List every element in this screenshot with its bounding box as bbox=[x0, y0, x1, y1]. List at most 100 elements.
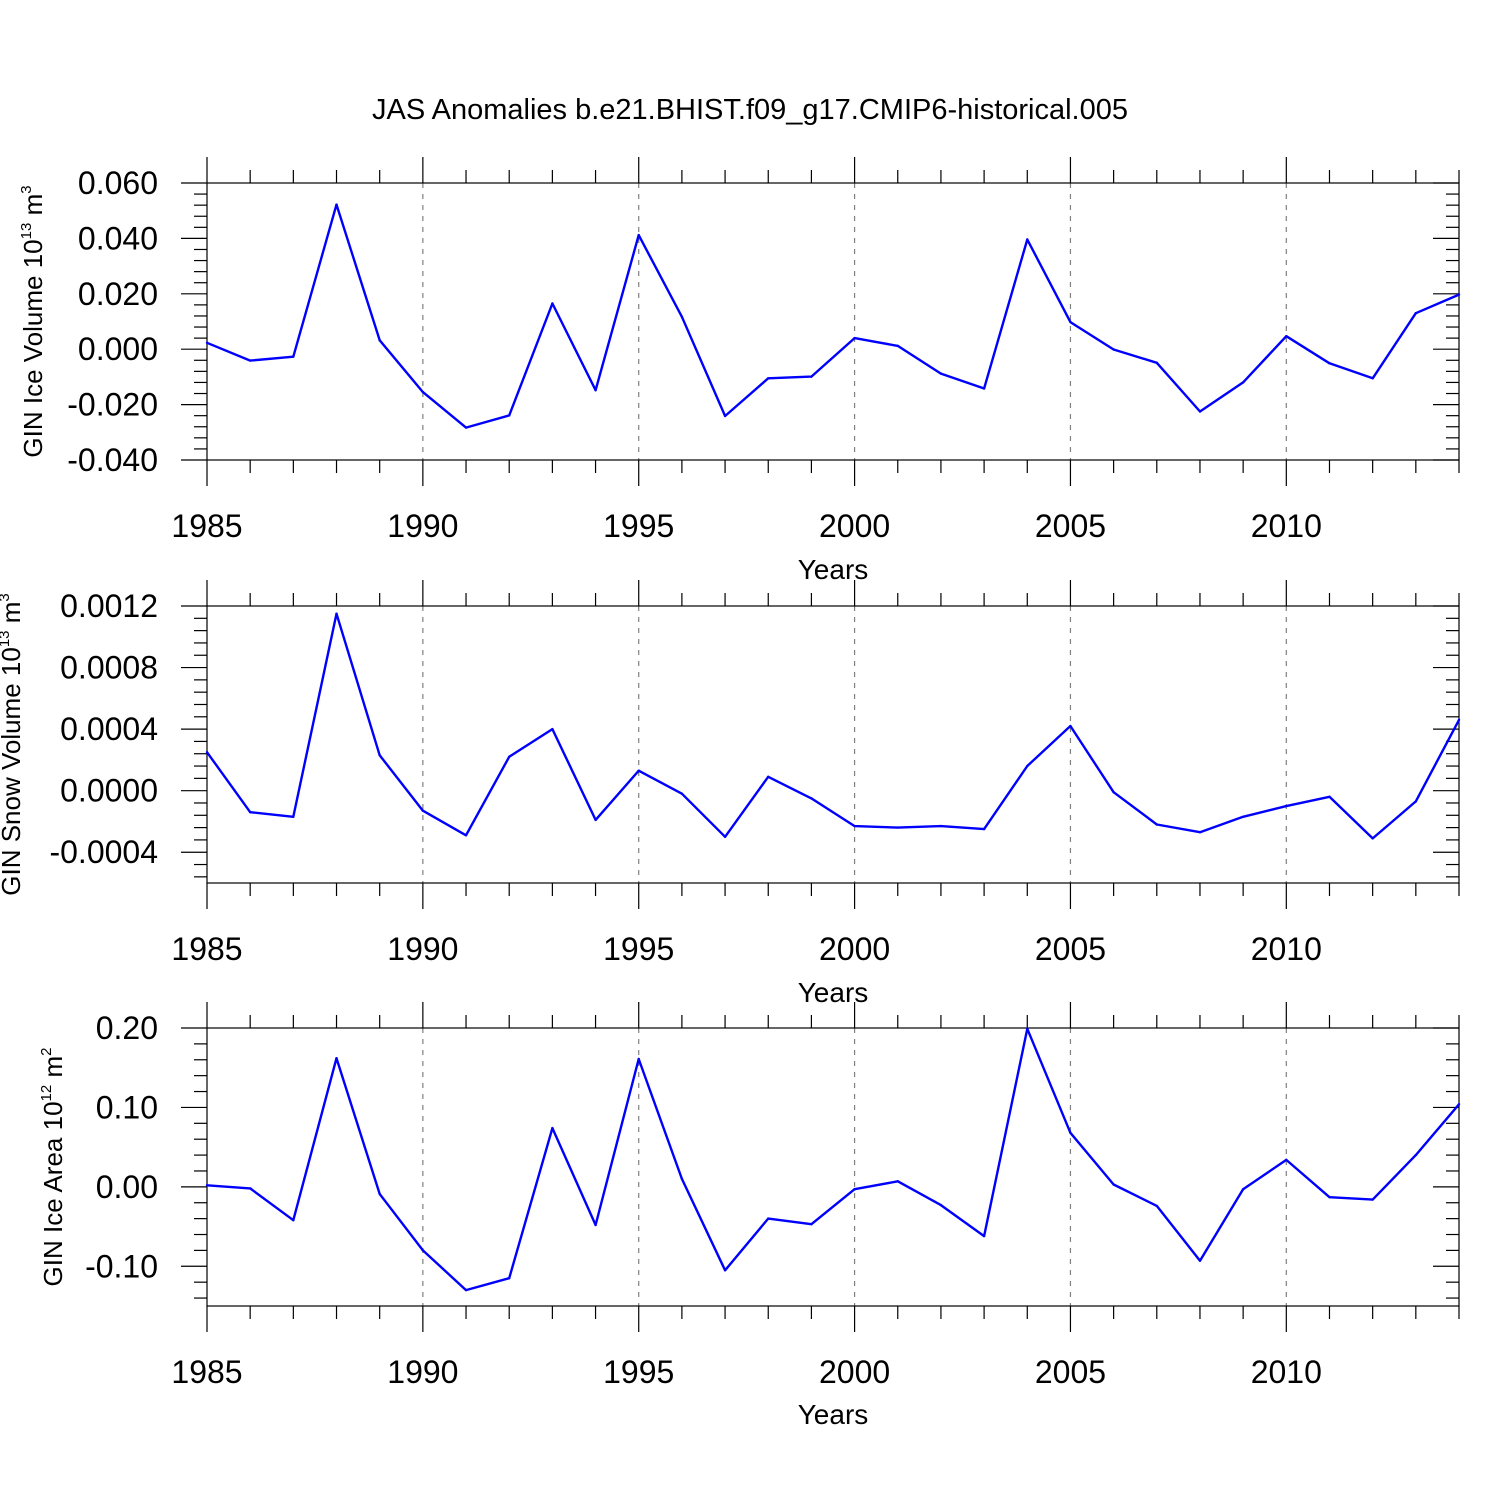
data-point bbox=[637, 769, 640, 772]
data-point bbox=[464, 834, 468, 837]
data-point bbox=[1112, 791, 1115, 794]
panels: 1985 1990 1995 2000 2005 2010 Years -0.040 -0.02… bbox=[0, 157, 1461, 1430]
data-point bbox=[982, 1234, 986, 1238]
y-axis-title-unit: m bbox=[38, 1056, 68, 1085]
data-point bbox=[1155, 1204, 1158, 1208]
y-tick-label: -0.0004 bbox=[49, 834, 158, 870]
x-tick-label: 1985 bbox=[171, 1354, 242, 1390]
x-tick-label: 2005 bbox=[1035, 931, 1106, 967]
data-point bbox=[767, 377, 770, 380]
data-point bbox=[551, 302, 554, 305]
data-point bbox=[810, 375, 813, 378]
series-line bbox=[206, 612, 1461, 840]
data-point bbox=[1371, 377, 1374, 380]
data-point bbox=[1371, 837, 1374, 840]
y-axis-title-main: GIN Ice Volume 10 bbox=[18, 239, 48, 457]
data-point bbox=[205, 341, 209, 345]
data-point bbox=[723, 414, 727, 418]
y-axis-title: GIN Ice Area 1012 m2 bbox=[38, 1048, 68, 1287]
x-tick-label: 1985 bbox=[171, 508, 242, 544]
data-point bbox=[508, 755, 511, 759]
data-point bbox=[939, 824, 943, 828]
y-tick-label: -0.10 bbox=[85, 1248, 158, 1284]
data-point bbox=[205, 750, 209, 754]
y-axis-title-main: GIN Ice Area 10 bbox=[38, 1101, 68, 1286]
data-point bbox=[594, 818, 597, 822]
x-tick-label: 2000 bbox=[819, 508, 890, 544]
plot-frame bbox=[206, 1027, 1460, 1307]
x-tick-label: 1990 bbox=[387, 1354, 458, 1390]
data-point bbox=[1285, 804, 1288, 808]
data-point bbox=[464, 1288, 468, 1292]
data-point bbox=[292, 355, 295, 358]
data-point bbox=[1155, 361, 1158, 364]
figure-title: JAS Anomalies b.e21.BHIST.f09_g17.CMIP6-… bbox=[372, 94, 1128, 126]
data-point bbox=[205, 1184, 209, 1187]
data-point bbox=[1069, 320, 1072, 324]
data-point bbox=[248, 811, 252, 814]
series-line bbox=[206, 1027, 1460, 1292]
x-axis-title: Years bbox=[798, 1399, 869, 1430]
y-tick-label: 0.10 bbox=[96, 1089, 158, 1125]
y-axis-title-main: GIN Snow Volume 10 bbox=[0, 647, 26, 896]
data-point bbox=[248, 359, 252, 362]
x-tick-label: 2000 bbox=[819, 931, 890, 967]
data-point bbox=[1026, 764, 1029, 768]
x-axis-title: Years bbox=[798, 977, 869, 1008]
y-tick-label: -0.020 bbox=[67, 387, 158, 423]
data-point bbox=[335, 612, 338, 615]
y-tick-label: 0.060 bbox=[78, 165, 158, 201]
data-point bbox=[248, 1187, 252, 1190]
data-point bbox=[982, 827, 986, 831]
data-point bbox=[1198, 831, 1202, 834]
data-point bbox=[680, 315, 684, 318]
data-point bbox=[767, 775, 770, 779]
data-point bbox=[594, 1223, 597, 1227]
y-axis-title-unit-exponent: 3 bbox=[18, 185, 35, 193]
data-point bbox=[508, 414, 511, 417]
y-tick-label: 0.0004 bbox=[60, 711, 158, 747]
data-point bbox=[1457, 1103, 1461, 1106]
data-point bbox=[1328, 795, 1331, 799]
data-point bbox=[1457, 718, 1461, 722]
data-point bbox=[421, 809, 425, 812]
y-tick-label: 0.00 bbox=[96, 1169, 158, 1205]
data-point bbox=[853, 1188, 856, 1191]
data-point bbox=[1414, 311, 1418, 315]
data-point bbox=[896, 826, 899, 829]
y-tick-label: 0.020 bbox=[78, 276, 158, 312]
data-point bbox=[810, 797, 813, 800]
x-tick-label: 1990 bbox=[387, 931, 458, 967]
data-point bbox=[335, 1056, 338, 1060]
data-point bbox=[1198, 410, 1202, 413]
data-point bbox=[1026, 238, 1029, 241]
data-point bbox=[1069, 1131, 1072, 1135]
data-point bbox=[810, 1222, 813, 1226]
data-point bbox=[1155, 823, 1158, 826]
data-point bbox=[1198, 1259, 1202, 1262]
data-point bbox=[723, 1269, 727, 1272]
x-tick-label: 2005 bbox=[1035, 508, 1106, 544]
y-axis-title: GIN Ice Volume 1013 m3 bbox=[18, 185, 48, 457]
plot-frame bbox=[206, 605, 1460, 884]
data-point bbox=[1241, 1188, 1245, 1191]
panel-2: 1985 1990 1995 2000 2005 2010 Years -0.0004 0.00… bbox=[0, 580, 1461, 1008]
data-point bbox=[1112, 348, 1115, 351]
y-tick-label: 0.0000 bbox=[60, 773, 158, 809]
x-tick-label: 1990 bbox=[387, 508, 458, 544]
data-point bbox=[378, 754, 381, 757]
x-tick-label: 1995 bbox=[603, 508, 674, 544]
data-point bbox=[378, 1192, 381, 1196]
y-tick-label: 0.0012 bbox=[60, 588, 158, 624]
y-tick-label: 0.0008 bbox=[60, 650, 158, 686]
data-point bbox=[551, 1126, 554, 1130]
data-point bbox=[723, 835, 727, 839]
data-point bbox=[637, 1057, 640, 1061]
data-point bbox=[1285, 1158, 1288, 1162]
data-point bbox=[1069, 724, 1072, 728]
y-axis-title-exponent: 12 bbox=[38, 1085, 55, 1102]
data-point bbox=[939, 1203, 943, 1207]
y-axis-title-exponent: 13 bbox=[18, 223, 35, 240]
data-point bbox=[1241, 381, 1245, 384]
panel-1: 1985 1990 1995 2000 2005 2010 Years -0.040 -0.02… bbox=[18, 157, 1461, 585]
